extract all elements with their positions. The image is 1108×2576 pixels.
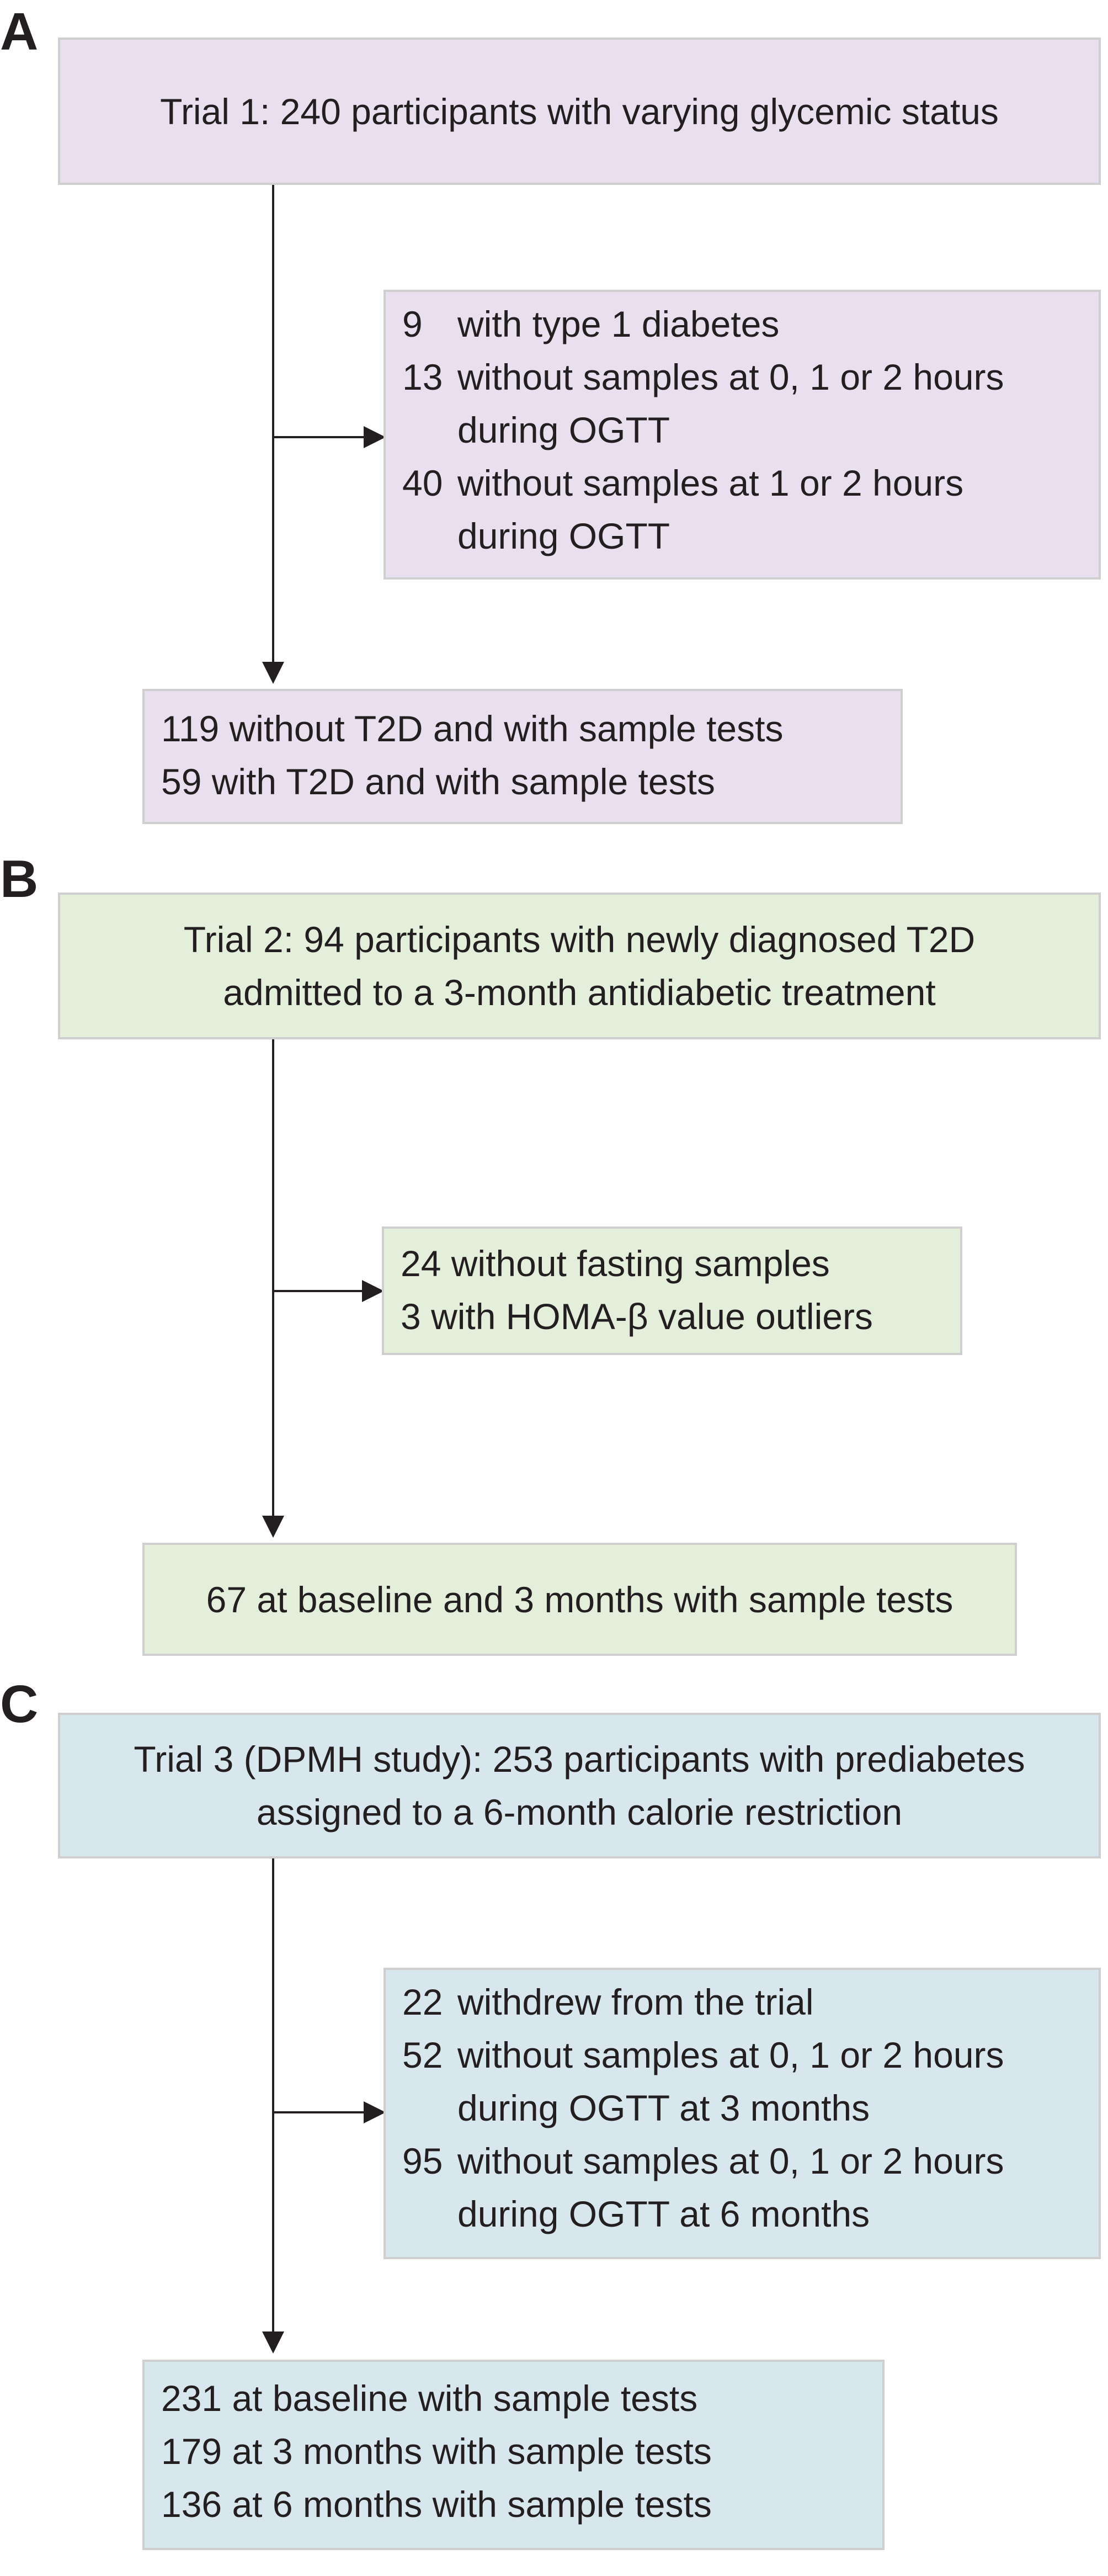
exclusion-item: 9 with type 1 diabetes (402, 298, 1099, 350)
exclusion-reason: without samples at 0, 1 or 2 hours (457, 2035, 1004, 2075)
exclusion-reason: without samples at 0, 1 or 2 hours (457, 2141, 1004, 2181)
trial-2-text-line: Trial 2: 94 participants with newly diag… (183, 919, 976, 960)
exclusion-count: 3 (401, 1296, 421, 1337)
exclusion-item: 13 without samples at 0, 1 or 2 hours (402, 350, 1099, 403)
trial-2-result-box: 67 at baseline and 3 months with sample … (142, 1543, 1017, 1656)
result-line: 119 without T2D and with sample tests (161, 708, 784, 749)
panel-label-b: B (0, 849, 39, 909)
exclusion-count: 24 (401, 1243, 441, 1284)
exclusion-count: 22 (402, 1982, 443, 2022)
result-line: 136 at 6 months with sample tests (161, 2484, 712, 2525)
result-line: 67 at baseline and 3 months with sample … (206, 1579, 953, 1620)
exclusion-item: 24 without fasting samples (401, 1237, 960, 1290)
trial-3-result-box: 231 at baseline with sample tests 179 at… (142, 2360, 885, 2550)
exclusion-count: 52 (402, 2035, 443, 2075)
exclusion-item: 95 without samples at 0, 1 or 2 hours (402, 2134, 1099, 2187)
exclusion-item: 3 with HOMA-β value outliers (401, 1290, 960, 1343)
trial-1-exclusions-box: 9 with type 1 diabetes 13 without sample… (383, 290, 1101, 580)
exclusion-reason: without fasting samples (451, 1243, 830, 1284)
exclusion-reason-continued: during OGTT at 3 months (457, 2088, 870, 2128)
exclusion-reason: withdrew from the trial (457, 1982, 814, 2022)
trial-1-box: Trial 1: 240 participants with varying g… (58, 38, 1101, 185)
trial-2-exclusions-box: 24 without fasting samples 3 with HOMA-β… (382, 1226, 962, 1355)
exclusion-item: 52 without samples at 0, 1 or 2 hours (402, 2028, 1099, 2081)
exclusion-reason-continued: during OGTT (457, 516, 670, 556)
exclusion-reason: without samples at 1 or 2 hours (457, 463, 964, 503)
trial-3-exclusions-box: 22 withdrew from the trial 52 without sa… (383, 1968, 1101, 2259)
exclusion-reason: without samples at 0, 1 or 2 hours (457, 357, 1004, 397)
exclusion-item: 22 withdrew from the trial (402, 1975, 1099, 2028)
trial-2-text-line: admitted to a 3-month antidiabetic treat… (223, 972, 936, 1013)
exclusion-count: 9 (402, 304, 423, 344)
exclusion-reason: with HOMA-β value outliers (431, 1296, 873, 1337)
trial-3-box: Trial 3 (DPMH study): 253 participants w… (58, 1713, 1101, 1858)
panel-label-a: A (0, 2, 39, 61)
exclusion-count: 13 (402, 357, 443, 397)
result-line: 179 at 3 months with sample tests (161, 2431, 712, 2472)
trial-1-text: Trial 1: 240 participants with varying g… (160, 91, 999, 132)
exclusion-item: 40 without samples at 1 or 2 hours (402, 456, 1099, 509)
trial-3-text-line: assigned to a 6-month calorie restrictio… (256, 1792, 903, 1833)
exclusion-reason-continued: during OGTT at 6 months (457, 2193, 870, 2234)
trial-3-text-line: Trial 3 (DPMH study): 253 participants w… (134, 1739, 1025, 1780)
result-line: 231 at baseline with sample tests (161, 2378, 698, 2419)
trial-2-box: Trial 2: 94 participants with newly diag… (58, 893, 1101, 1039)
result-line: 59 with T2D and with sample tests (161, 761, 715, 802)
exclusion-count: 95 (402, 2141, 443, 2181)
trial-1-result-box: 119 without T2D and with sample tests 59… (142, 689, 903, 824)
panel-label-c: C (0, 1675, 39, 1734)
exclusion-count: 40 (402, 463, 443, 503)
exclusion-reason-continued: during OGTT (457, 410, 670, 450)
exclusion-reason: with type 1 diabetes (457, 304, 780, 344)
